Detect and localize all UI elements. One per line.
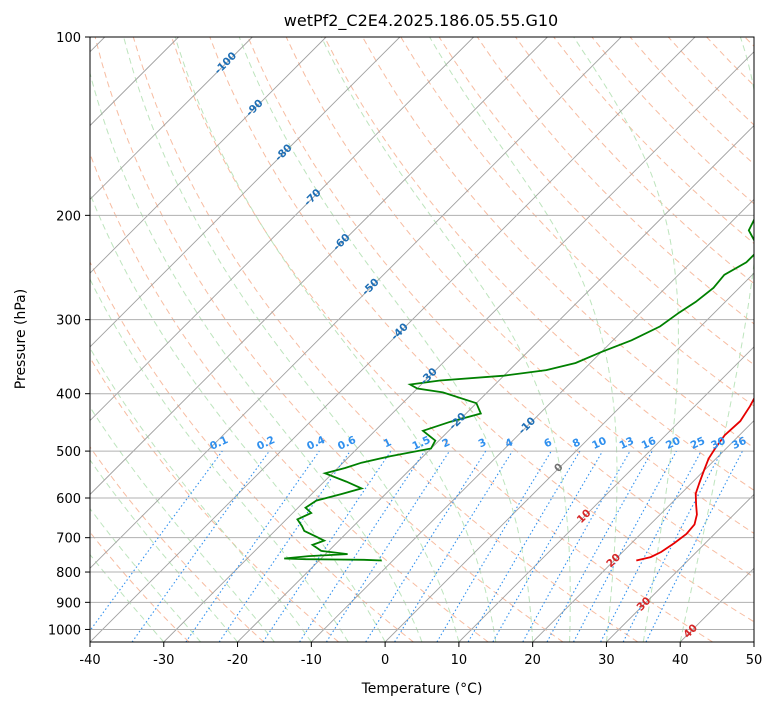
y-tick-label: 500	[56, 445, 81, 460]
mixing-ratio-label: 2	[440, 436, 452, 450]
x-tick-label: 10	[451, 653, 468, 668]
mixing-ratio-line	[218, 450, 351, 642]
dewpoint-profile-line	[284, 218, 754, 562]
moist-adiabat	[573, 37, 679, 642]
y-tick-label: 100	[56, 31, 81, 46]
isotherm-line	[90, 37, 622, 569]
isotherm-line	[458, 346, 754, 642]
y-tick-label: 1000	[48, 623, 81, 638]
mixing-ratio-line	[90, 450, 223, 632]
mixing-ratio-label: 30	[709, 435, 727, 452]
moist-adiabat	[679, 37, 754, 642]
moist-adiabat	[174, 37, 497, 642]
dry-adiabat	[90, 356, 339, 642]
dry-adiabat	[94, 37, 564, 642]
mixing-ratio-line	[573, 450, 677, 642]
mixing-ratio-line	[522, 450, 631, 642]
x-tick-label: 40	[672, 653, 689, 668]
mixing-ratio-line	[645, 450, 743, 642]
y-tick-label: 700	[56, 532, 81, 547]
isotherm-line	[90, 37, 696, 642]
moist-adiabat	[90, 71, 423, 642]
x-tick-label: 50	[746, 653, 763, 668]
mixing-ratio-label: 16	[640, 435, 658, 452]
y-axis-label: Pressure (hPa)	[13, 289, 29, 389]
mixing-ratio-label: 13	[618, 435, 636, 452]
mixing-ratio-label: 10	[590, 435, 608, 452]
x-tick-label: 30	[598, 653, 615, 668]
dry-adiabat	[132, 37, 639, 642]
moist-adiabat	[90, 278, 349, 642]
mixing-ratio-label: 4	[503, 436, 515, 450]
moist-adiabat	[123, 37, 460, 642]
moist-adiabat	[90, 192, 386, 642]
plot-area	[90, 37, 754, 642]
x-axis-label: Temperature (°C)	[361, 681, 483, 697]
moist-adiabat	[90, 507, 202, 642]
mixing-ratio-line	[262, 450, 392, 642]
isotherm-line	[90, 37, 548, 496]
temperature-profile-line	[636, 396, 754, 562]
mixing-ratio-label: 3	[477, 436, 489, 450]
dry-adiabat	[323, 37, 754, 491]
mixing-ratio-label: 1	[382, 436, 394, 450]
dry-adiabat	[90, 260, 414, 642]
plot-frame	[89, 36, 755, 643]
x-tick-label: 0	[381, 653, 389, 668]
mixing-ratio-label: 25	[689, 435, 707, 452]
isotherm-line	[90, 37, 327, 274]
mixing-ratio-label: 6	[542, 436, 554, 450]
moist-adiabat	[238, 37, 534, 642]
y-tick-label: 900	[56, 596, 81, 611]
y-tick-label: 400	[56, 388, 81, 403]
isotherm-line	[90, 37, 474, 422]
x-tick-label: -10	[301, 653, 322, 668]
y-tick-label: 600	[56, 492, 81, 507]
mixing-ratio-line	[325, 450, 450, 642]
x-tick-label: 20	[524, 653, 541, 668]
dry-adiabat	[247, 37, 754, 578]
isotherm-line	[384, 272, 754, 642]
dry-adiabat	[209, 37, 754, 623]
dry-adiabat	[515, 37, 754, 285]
mixing-ratio-label: 20	[664, 435, 682, 452]
isotherm-line	[90, 37, 401, 348]
y-tick-label: 200	[56, 209, 81, 224]
mixing-ratio-line	[185, 450, 320, 642]
axes: -40 -30 -20 -10 0 10 20 30 40 50 100 200 300 400 500 60…	[48, 31, 762, 668]
isotherm-line	[532, 420, 754, 642]
y-tick-label: 800	[56, 566, 81, 581]
mixing-ratio-line	[131, 450, 270, 642]
isotherm-line	[237, 124, 754, 642]
chart-title: wetPf2_C2E4.2025.186.05.55.G10	[284, 11, 558, 31]
x-tick-label: -20	[227, 653, 248, 668]
dry-adiabat	[171, 37, 713, 642]
isotherm-line	[606, 493, 754, 642]
isotherm-line	[163, 51, 754, 642]
mixing-ratio-label: 8	[571, 436, 583, 450]
y-tick-label: 300	[56, 314, 81, 329]
x-tick-label: -40	[79, 653, 100, 668]
isotherm-line	[90, 37, 253, 200]
moist-adiabat	[90, 459, 238, 642]
mixing-ratio-line	[546, 450, 653, 642]
moist-adiabat	[320, 37, 571, 642]
x-tick-label: -30	[153, 653, 174, 668]
mixing-ratio-line	[299, 450, 426, 642]
moist-adiabat	[90, 406, 275, 642]
data-series	[284, 218, 754, 562]
moist-adiabat	[429, 37, 618, 642]
dry-adiabat	[285, 37, 754, 535]
dry-adiabat	[476, 37, 754, 325]
mixing-ratio-line	[394, 450, 513, 642]
dry-adiabat	[90, 446, 265, 642]
dry-adiabat	[438, 37, 754, 366]
isotherm-line	[311, 198, 754, 642]
moist-adiabat	[90, 553, 165, 642]
mixing-ratio-label: 36	[730, 435, 748, 452]
